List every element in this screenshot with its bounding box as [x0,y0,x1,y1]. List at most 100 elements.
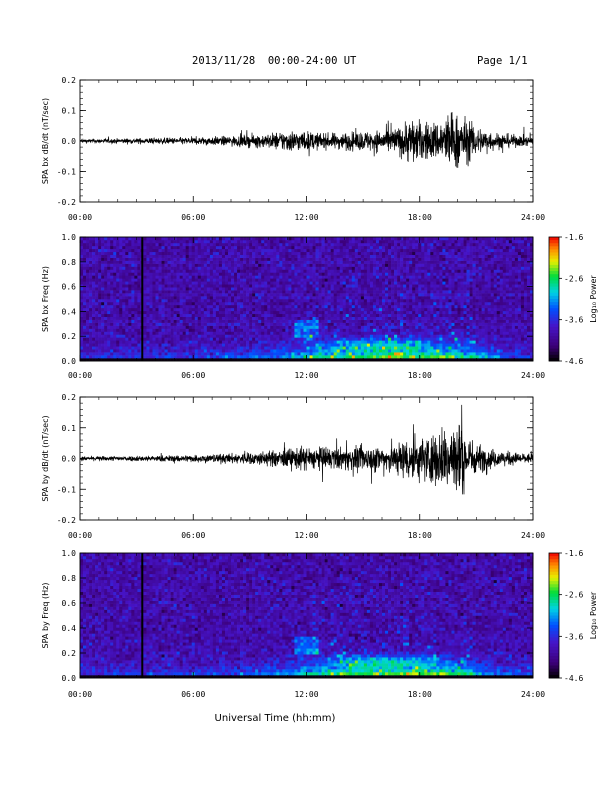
spectrogram-cell [188,322,193,326]
spectrogram-cell [321,358,325,362]
spectrogram-cell [333,301,337,306]
spectrogram-cell [89,343,93,347]
spectrogram-cell [197,319,202,323]
spectrogram-cell [212,310,217,315]
spectrogram-cell [179,310,183,315]
spectrogram-cell [182,313,186,318]
spectrogram-cell [134,310,138,315]
spectrogram-cell [203,304,208,309]
spectrogram-cell [345,319,350,323]
spectrogram-cell [209,248,214,253]
spectrogram-cell [161,293,165,297]
spectrogram-cell [285,334,289,338]
spectrogram-cell [366,237,371,241]
spectrogram-cell [116,337,120,341]
spectrogram-cell [363,293,368,297]
spectrogram-cell [354,340,359,344]
spectrogram-cell [315,293,319,297]
spectrogram-cell [264,304,268,309]
spectrogram-cell [95,284,99,288]
spectrogram-cell [116,355,120,359]
spectrogram-cell [273,275,277,279]
spectrogram-cell [173,349,177,353]
spectrogram-cell [224,310,229,315]
spectrogram-cell [412,352,416,356]
spectrogram-cell [357,287,362,291]
spectrogram-cell [234,328,238,332]
spectrogram-cell [191,334,196,338]
spectrogram-cell [351,248,356,253]
spectrogram-cell [394,343,398,347]
spectrogram-cell [354,316,359,320]
spectrogram-cell [357,352,362,356]
spectrogram-cell [182,266,186,270]
spectrogram-cell [89,340,93,344]
spectrogram-cell [152,334,156,338]
spectrogram-cell [98,269,102,273]
spectrogram-cell [339,358,344,362]
spectrogram-cell [397,263,401,267]
spectrogram-cell [324,319,328,323]
spectrogram-cell [80,263,84,267]
spectrogram-cell [255,352,259,356]
spectrogram-cell [282,251,286,256]
spectrogram-cell [101,287,105,291]
spectrogram-cell [240,299,244,303]
spectrogram-cell [143,343,147,347]
spectrogram-cell [288,242,292,247]
spectrogram-cell [101,248,105,253]
spectrogram-cell [167,343,171,347]
spectrogram-cell [240,290,244,294]
spectrogram-cell [336,257,341,261]
spectrogram-cell [86,304,90,309]
spectrogram-cell [382,275,386,279]
spectrogram-cell [215,331,220,335]
spectrogram-cell [231,334,235,338]
spectrogram-cell [107,352,111,356]
spectrogram-cell [430,355,434,359]
spectrogram-cell [309,281,313,285]
spectrogram-cell [261,269,265,273]
spectrogram-cell [125,307,129,312]
spectrogram-cell [424,239,428,244]
spectrogram-cell [246,239,250,244]
spectrogram-cell [366,310,371,315]
spectrogram-cell [143,316,147,320]
spectrogram-cell [194,316,199,320]
spectrogram-cell [179,281,183,285]
spectrogram-cell [258,340,262,344]
spectrogram-cell [324,278,328,282]
spectrogram-cell [179,272,183,276]
spectrogram-cell [288,304,292,309]
spectrogram-cell [372,269,377,273]
spectrogram-cell [270,352,274,356]
spectrogram-cell [86,349,90,353]
spectrogram-cell [345,325,350,329]
spectrogram-cell [264,275,268,279]
spectrogram-cell [255,337,259,341]
spectrogram-cell [218,290,223,294]
spectrogram-cell [309,272,313,276]
spectrogram-cell [137,346,141,350]
spectrogram-cell [297,301,301,306]
spectrogram-cell [363,278,368,282]
spectrogram-cell [312,310,316,315]
spectrogram-cell [351,358,356,362]
spectrogram-cell [294,269,298,273]
spectrogram-cell [345,316,350,320]
spectrogram-cell [342,266,347,270]
spectrogram-cell [188,340,193,344]
spectrogram-cell [366,278,371,282]
spectrogram-cell [357,260,362,264]
spectrogram-cell [264,293,268,297]
spectrogram-cell [397,237,401,241]
spectrogram-cell [336,358,341,362]
spectrogram-cell [385,313,389,318]
spectrogram-cell [360,254,365,258]
spectrogram-cell [406,316,410,320]
spectrogram-cell [149,254,153,258]
spectrogram-cell [176,337,180,341]
spectrogram-cell [215,355,220,359]
spectrogram-cell [80,352,84,356]
spectrogram-cell [215,299,220,303]
